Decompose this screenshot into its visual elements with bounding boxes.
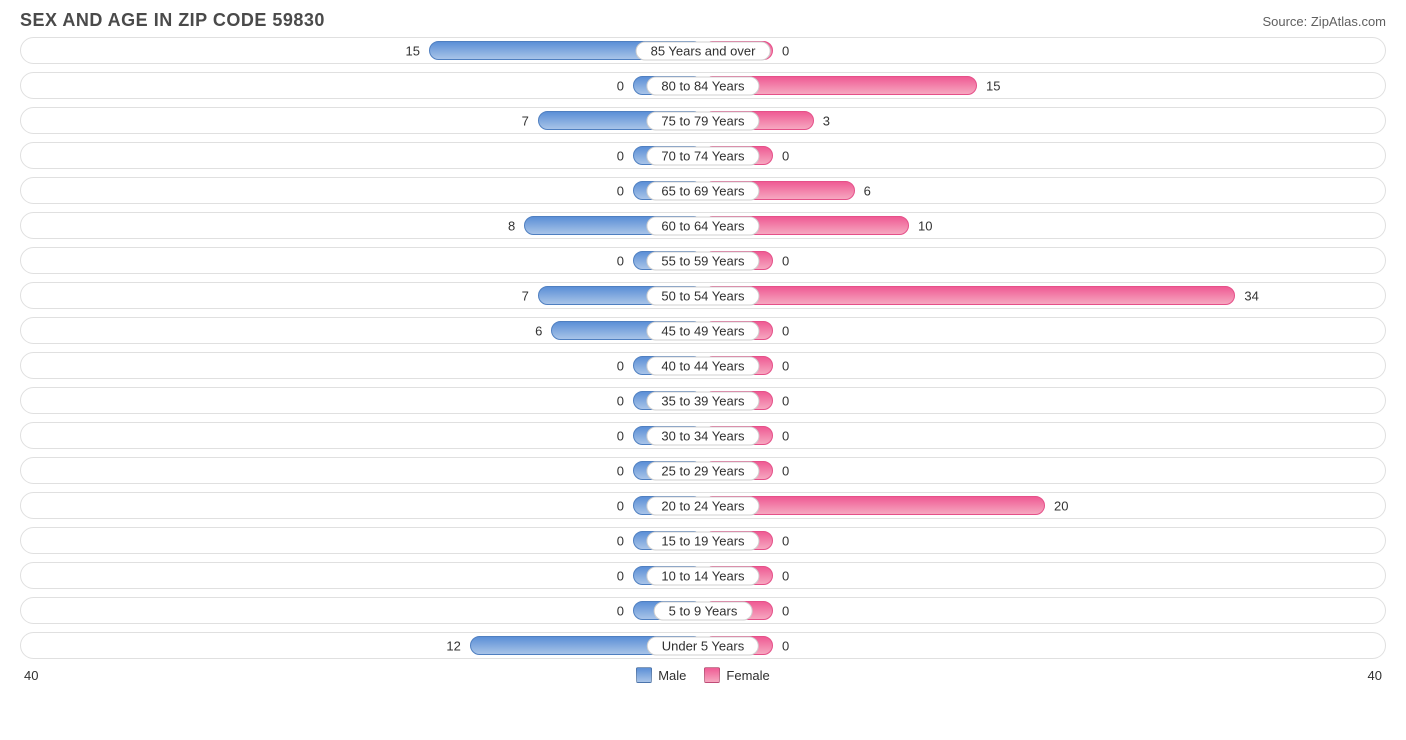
chart-row: 75 to 79 Years 7 3: [20, 107, 1386, 134]
chart-row: 60 to 64 Years 8 10: [20, 212, 1386, 239]
male-value: 0: [617, 428, 624, 443]
axis-row: 40 Male Female 40: [20, 667, 1386, 683]
chart-header: SEX AND AGE IN ZIP CODE 59830 Source: Zi…: [20, 10, 1386, 37]
male-value: 0: [617, 498, 624, 513]
male-value: 0: [617, 148, 624, 163]
male-value: 0: [617, 463, 624, 478]
female-value: 15: [986, 78, 1000, 93]
legend-item-female: Female: [704, 667, 769, 683]
age-group-label: 30 to 34 Years: [646, 426, 759, 445]
male-value: 7: [522, 113, 529, 128]
legend-swatch-male: [636, 667, 652, 683]
male-value: 0: [617, 533, 624, 548]
chart-row: 15 to 19 Years 0 0: [20, 527, 1386, 554]
male-value: 7: [522, 288, 529, 303]
female-bar: [703, 286, 1235, 305]
age-group-label: 25 to 29 Years: [646, 461, 759, 480]
legend-label-female: Female: [726, 668, 769, 683]
chart-row: 70 to 74 Years 0 0: [20, 142, 1386, 169]
age-group-label: 20 to 24 Years: [646, 496, 759, 515]
female-value: 0: [782, 358, 789, 373]
female-value: 0: [782, 568, 789, 583]
chart-row: 40 to 44 Years 0 0: [20, 352, 1386, 379]
male-value: 8: [508, 218, 515, 233]
male-value: 15: [406, 43, 420, 58]
chart-row: 35 to 39 Years 0 0: [20, 387, 1386, 414]
age-group-label: 50 to 54 Years: [646, 286, 759, 305]
axis-right-max: 40: [1368, 668, 1382, 683]
age-group-label: 55 to 59 Years: [646, 251, 759, 270]
female-value: 0: [782, 43, 789, 58]
age-group-label: 45 to 49 Years: [646, 321, 759, 340]
chart-row: 55 to 59 Years 0 0: [20, 247, 1386, 274]
age-group-label: 40 to 44 Years: [646, 356, 759, 375]
chart-row: 65 to 69 Years 0 6: [20, 177, 1386, 204]
male-value: 0: [617, 253, 624, 268]
chart-row: 20 to 24 Years 0 20: [20, 492, 1386, 519]
female-value: 20: [1054, 498, 1068, 513]
female-value: 0: [782, 463, 789, 478]
chart-source: Source: ZipAtlas.com: [1262, 14, 1386, 29]
chart-row: 30 to 34 Years 0 0: [20, 422, 1386, 449]
legend-item-male: Male: [636, 667, 686, 683]
male-value: 0: [617, 358, 624, 373]
age-group-label: 5 to 9 Years: [654, 601, 753, 620]
male-value: 0: [617, 603, 624, 618]
age-group-label: 10 to 14 Years: [646, 566, 759, 585]
age-group-label: 15 to 19 Years: [646, 531, 759, 550]
female-value: 0: [782, 533, 789, 548]
chart-row: 45 to 49 Years 6 0: [20, 317, 1386, 344]
chart-row: Under 5 Years 12 0: [20, 632, 1386, 659]
chart-row: 85 Years and over 15 0: [20, 37, 1386, 64]
chart-row: 50 to 54 Years 7 34: [20, 282, 1386, 309]
age-group-label: 35 to 39 Years: [646, 391, 759, 410]
population-pyramid-chart: 85 Years and over15080 to 84 Years01575 …: [20, 37, 1386, 659]
legend-label-male: Male: [658, 668, 686, 683]
female-value: 6: [864, 183, 871, 198]
chart-row: 25 to 29 Years 0 0: [20, 457, 1386, 484]
age-group-label: 70 to 74 Years: [646, 146, 759, 165]
chart-title: SEX AND AGE IN ZIP CODE 59830: [20, 10, 325, 31]
male-value: 0: [617, 568, 624, 583]
age-group-label: 65 to 69 Years: [646, 181, 759, 200]
female-value: 0: [782, 428, 789, 443]
female-value: 0: [782, 148, 789, 163]
male-value: 12: [446, 638, 460, 653]
age-group-label: 85 Years and over: [636, 41, 771, 60]
age-group-label: 80 to 84 Years: [646, 76, 759, 95]
age-group-label: 60 to 64 Years: [646, 216, 759, 235]
female-value: 0: [782, 603, 789, 618]
age-group-label: Under 5 Years: [647, 636, 759, 655]
age-group-label: 75 to 79 Years: [646, 111, 759, 130]
female-value: 0: [782, 253, 789, 268]
male-value: 0: [617, 183, 624, 198]
female-value: 3: [823, 113, 830, 128]
male-value: 6: [535, 323, 542, 338]
female-value: 0: [782, 638, 789, 653]
female-value: 0: [782, 323, 789, 338]
chart-row: 80 to 84 Years 0 15: [20, 72, 1386, 99]
male-value: 0: [617, 393, 624, 408]
chart-row: 10 to 14 Years 0 0: [20, 562, 1386, 589]
chart-row: 5 to 9 Years 0 0: [20, 597, 1386, 624]
female-value: 10: [918, 218, 932, 233]
legend: Male Female: [636, 667, 770, 683]
female-value: 34: [1244, 288, 1258, 303]
female-value: 0: [782, 393, 789, 408]
legend-swatch-female: [704, 667, 720, 683]
male-value: 0: [617, 78, 624, 93]
axis-left-max: 40: [24, 668, 38, 683]
